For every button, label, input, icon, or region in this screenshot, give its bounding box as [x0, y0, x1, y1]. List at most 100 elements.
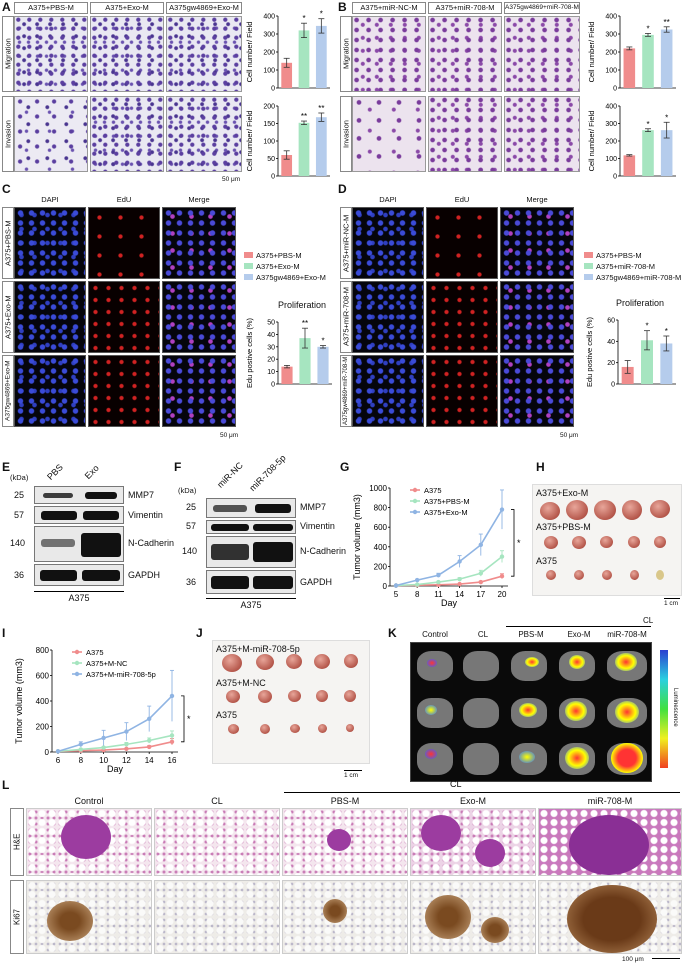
data-point: [169, 733, 175, 738]
series-line: [57, 741, 173, 753]
bar: [660, 343, 673, 384]
bar: [642, 130, 654, 176]
panel-f-cell: A375: [240, 600, 262, 610]
data-point: [478, 542, 483, 548]
tumor: [318, 724, 327, 733]
panel-k-imaging: [410, 642, 652, 782]
panel-f-protein-vimentin: Vimentin: [300, 521, 335, 531]
panel-a-label: A: [2, 0, 11, 14]
panel-k-col-mir708m: miR-708-M: [607, 630, 647, 639]
panel-c-legend: A375+PBS-M A375+Exo-M A375gw4869+Exo-M: [244, 250, 326, 283]
panel-f-kda: (kDa): [178, 486, 197, 495]
data-point: [101, 745, 106, 750]
y-tick-label: 100: [263, 139, 275, 146]
panel-d-scale: 50 μm: [560, 432, 579, 439]
panel-c-edu-3: [88, 355, 160, 427]
legend-label: A375+PBS-M: [596, 251, 642, 260]
tumor-nodule: [421, 815, 461, 851]
y-tick-label: 10: [267, 369, 275, 376]
panel-a-invasion-chart: 0 50 100 150 200 Cell number/ Field ** **: [245, 104, 330, 181]
panel-l-ki67-mir708m: [538, 880, 682, 954]
panel-d-header-merge: Merge: [500, 195, 574, 205]
panel-d-dapi-3: [352, 355, 424, 427]
y-tick-label: 50: [267, 320, 275, 327]
panel-f-protein-ncadherin: N-Cadherin: [300, 546, 347, 556]
tumor: [654, 536, 666, 548]
tumor: [226, 690, 240, 703]
x-tick-label: 6: [56, 756, 61, 765]
panel-e-cell: A375: [68, 593, 90, 603]
y-tick-label: 800: [36, 646, 50, 655]
signal: [525, 657, 539, 667]
legend-marker: [412, 487, 418, 493]
panel-k-colorbar: [660, 650, 668, 768]
y-tick-label: 0: [613, 174, 617, 181]
panel-c-header-merge: Merge: [162, 195, 236, 205]
data-point: [478, 579, 483, 585]
legend-marker: [74, 671, 80, 677]
y-tick-label: 20: [607, 360, 615, 367]
legend-swatch: [584, 274, 593, 280]
data-point: [499, 554, 505, 559]
legend-label: A375+Exo-M: [424, 508, 468, 517]
bar: [623, 48, 636, 88]
legend-label: A375gw4869+miR-708-M: [596, 273, 682, 282]
panel-e-marker-57: 57: [14, 510, 25, 520]
y-tick-label: 40: [267, 332, 275, 339]
x-tick-label: 8: [79, 756, 84, 765]
signal: [615, 653, 637, 671]
tumor: [650, 500, 670, 518]
y-tick-label: 300: [263, 32, 275, 39]
y-tick-label: 600: [36, 672, 50, 681]
y-tick-label: 0: [271, 86, 275, 93]
data-point: [499, 574, 505, 579]
y-tick-label: 100: [605, 68, 617, 75]
panel-k-col-cl: CL: [477, 630, 489, 639]
tumor: [256, 654, 274, 670]
panel-c-header-dapi: DAPI: [14, 195, 86, 205]
panel-c-row-1: A375+PBS-M: [2, 207, 14, 279]
y-tick-label: 200: [263, 50, 275, 57]
legend-item: A375+PBS-M: [244, 250, 326, 261]
tumor: [316, 690, 328, 702]
data-point: [78, 747, 84, 752]
data-point: [436, 573, 441, 578]
signal: [519, 751, 535, 763]
y-tick-label: 200: [605, 50, 617, 57]
panel-l-col-control: Control: [74, 796, 104, 806]
data-point: [415, 582, 420, 587]
panel-c-dapi-3: [14, 355, 86, 427]
tumor-nodule: [475, 839, 505, 867]
data-point: [415, 577, 420, 583]
y-tick-label: 150: [263, 121, 275, 128]
signal: [427, 659, 437, 667]
panel-d-merge-1: [500, 207, 574, 279]
y-axis-label: Cell number/ Field: [587, 22, 596, 83]
significance-marker: **: [301, 112, 307, 121]
data-point: [169, 739, 175, 744]
panel-e-blot-vimentin: [34, 506, 124, 524]
panel-a-migration-image-2: [90, 16, 164, 92]
mouse: [463, 651, 499, 681]
panel-l-he-exom: [410, 808, 536, 876]
panel-b-row-invasion: Invasion: [340, 96, 352, 172]
ki67-stain: [323, 899, 347, 923]
tumor: [222, 654, 242, 672]
panel-e-protein-ncadherin: N-Cadherin: [128, 538, 175, 548]
ki67-stain: [425, 895, 471, 939]
legend-label: A375+Exo-M: [256, 262, 300, 271]
bar: [281, 366, 293, 384]
tumor: [344, 654, 358, 668]
bar: [623, 155, 636, 176]
panel-b-invasion-chart: 0 100 200 300 400 Cell number/ Field * *: [587, 104, 676, 181]
panel-f-blot-gapdh: [206, 570, 296, 594]
panel-e-kda: (kDa): [10, 473, 29, 482]
panel-e-blot-mmp7: [34, 486, 124, 504]
legend-swatch: [244, 252, 253, 258]
tumor: [546, 570, 556, 580]
x-tick-label: 14: [145, 756, 154, 765]
legend-label: A375+PBS-M: [256, 251, 302, 260]
significance-marker: *: [646, 24, 649, 33]
tumor: [602, 570, 612, 580]
bar: [315, 117, 327, 176]
